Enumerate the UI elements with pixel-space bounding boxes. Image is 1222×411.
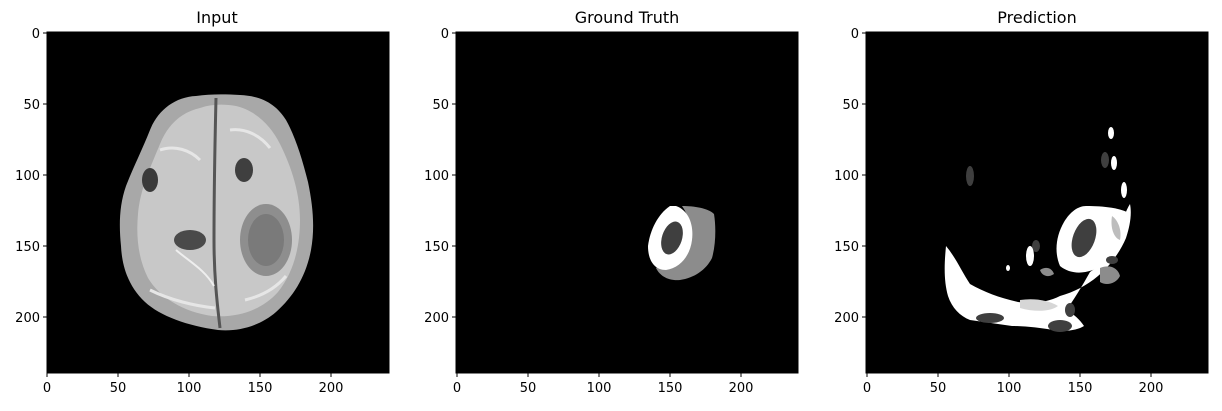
x-tick-label: 200 [319,381,344,396]
y-tick-label: 200 [834,311,859,326]
x-tick-label: 150 [1068,381,1093,396]
y-axis: 0 50 100 150 200 [424,27,456,326]
y-axis: 0 50 100 150 200 [834,27,866,326]
y-tick-label: 150 [15,240,40,255]
y-tick-label: 0 [441,27,449,42]
prediction-mask [944,127,1131,332]
x-tick-label: 50 [110,381,127,396]
panel-title: Ground Truth [575,8,680,27]
x-tick-label: 0 [863,381,871,396]
panel-ground-truth: Ground Truth 0 50 100 150 200 [424,8,799,396]
y-tick-label: 150 [424,240,449,255]
panel-input: Input [15,8,390,396]
panel-title: Prediction [997,8,1076,27]
y-tick-label: 0 [32,27,40,42]
x-tick-label: 50 [930,381,947,396]
x-tick-label: 50 [520,381,537,396]
y-tick-label: 50 [432,98,449,113]
y-tick-label: 150 [834,240,859,255]
y-tick-label: 50 [842,98,859,113]
ground-truth-mask [648,206,716,281]
x-tick-label: 0 [43,381,51,396]
brain-mri-image [119,94,314,331]
y-tick-label: 100 [424,169,449,184]
x-tick-label: 200 [1139,381,1164,396]
x-tick-label: 100 [177,381,202,396]
panel-prediction: Prediction [834,8,1209,396]
x-axis: 0 50 100 150 200 [863,373,1164,396]
y-tick-label: 50 [23,98,40,113]
x-axis: 0 50 100 150 200 [43,373,344,396]
image-area [456,32,798,373]
y-tick-label: 0 [851,27,859,42]
x-tick-label: 200 [729,381,754,396]
y-tick-label: 100 [834,169,859,184]
x-tick-label: 100 [997,381,1022,396]
x-tick-label: 150 [248,381,273,396]
x-tick-label: 100 [587,381,612,396]
y-axis: 0 50 100 150 200 [15,27,47,326]
panel-title: Input [196,8,237,27]
x-axis: 0 50 100 150 200 [453,373,754,396]
x-tick-label: 0 [453,381,461,396]
x-tick-label: 150 [658,381,683,396]
y-tick-label: 200 [15,311,40,326]
y-tick-label: 200 [424,311,449,326]
y-tick-label: 100 [15,169,40,184]
